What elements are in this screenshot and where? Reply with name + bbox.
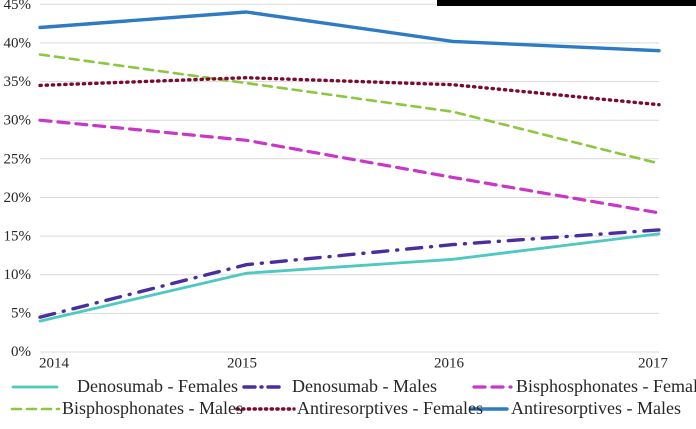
svg-text:2015: 2015 [227,356,257,372]
svg-text:2014: 2014 [39,356,70,372]
svg-text:40%: 40% [4,36,32,52]
svg-text:10%: 10% [4,267,32,283]
svg-text:45%: 45% [4,0,32,13]
svg-text:20%: 20% [4,190,32,206]
svg-text:Denosumab - Males: Denosumab - Males [292,376,437,396]
svg-text:25%: 25% [4,152,32,168]
svg-text:Denosumab - Females: Denosumab - Females [77,376,238,396]
svg-text:5%: 5% [11,306,31,322]
svg-text:0%: 0% [11,344,31,360]
svg-text:2017: 2017 [638,356,669,372]
svg-text:Antiresorptives - Females: Antiresorptives - Females [297,398,483,418]
svg-text:Bisphosphonates - Males: Bisphosphonates - Males [62,398,243,418]
svg-text:35%: 35% [4,74,32,90]
svg-text:Bisphosphonates - Females: Bisphosphonates - Females [516,376,696,396]
svg-text:15%: 15% [4,229,32,245]
svg-text:2016: 2016 [434,356,465,372]
svg-text:30%: 30% [4,113,32,129]
svg-text:Antiresorptives - Males: Antiresorptives - Males [511,398,681,418]
